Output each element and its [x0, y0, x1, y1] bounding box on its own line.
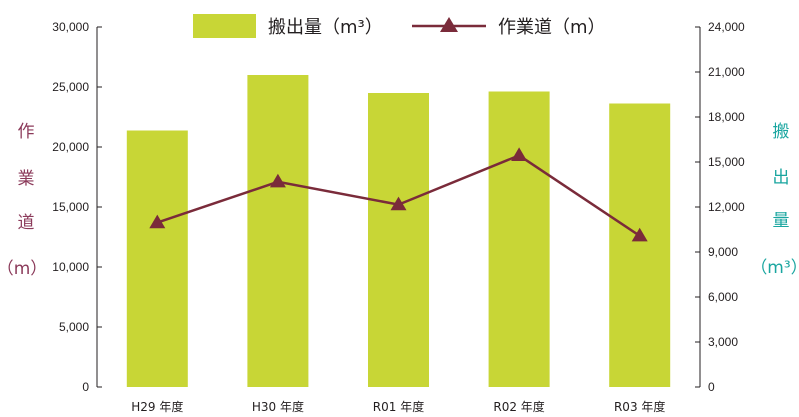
x-tick-label: R02 年度 — [493, 399, 544, 414]
legend-triangle-icon — [440, 17, 458, 32]
left-axis-label-char: 作 — [18, 122, 35, 142]
legend: 搬出量（m³） 作業道（m） — [193, 14, 606, 38]
x-tick-label: H30 年度 — [252, 399, 304, 414]
right-axis-label-char: 搬 — [773, 122, 790, 142]
right-tick-label: 24,000 — [708, 20, 745, 34]
right-tick-label: 3,000 — [708, 335, 738, 349]
bar — [247, 75, 309, 387]
left-axis-label-char: 道 — [18, 213, 35, 233]
right-axis-label-char: 出 — [773, 168, 790, 188]
right-tick-label: 18,000 — [708, 110, 745, 124]
line-marker-triangle — [269, 173, 286, 188]
right-axis-label-char: 量 — [773, 211, 790, 231]
legend-line-label: 作業道（m） — [498, 17, 606, 38]
right-tick-label: 15,000 — [708, 155, 745, 169]
line-marker-triangle — [631, 227, 648, 242]
bar — [488, 91, 550, 387]
left-tick-label: 20,000 — [52, 140, 89, 154]
line-marker-triangle — [149, 214, 166, 229]
left-axis-label-char: （m） — [0, 259, 47, 279]
right-tick-label: 6,000 — [708, 290, 738, 304]
left-tick-label: 15,000 — [52, 200, 89, 214]
x-tick-label: R03 年度 — [614, 399, 665, 414]
right-tick-label: 9,000 — [708, 245, 738, 259]
x-tick-label: H29 年度 — [131, 399, 183, 414]
left-tick-label: 30,000 — [52, 20, 89, 34]
line-marker-triangle — [390, 196, 407, 211]
left-tick-label: 0 — [82, 380, 89, 394]
bar-series — [126, 75, 671, 387]
line-series — [149, 147, 648, 242]
left-tick-label: 5,000 — [59, 320, 89, 334]
bar — [609, 103, 671, 387]
bar — [126, 130, 188, 387]
left-tick-label: 10,000 — [52, 260, 89, 274]
left-tick-label: 25,000 — [52, 80, 89, 94]
line-marker-triangle — [511, 147, 528, 161]
left-axis-label-char: 業 — [18, 169, 35, 189]
x-axis-labels: H29 年度 H30 年度 R01 年度 R02 年度 R03 年度 — [131, 399, 665, 414]
right-axis-label-char: （m³） — [750, 258, 799, 278]
x-tick-label: R01 年度 — [373, 399, 424, 414]
right-tick-label: 0 — [708, 380, 715, 394]
legend-bar-swatch — [193, 14, 256, 38]
axes: 0 5,000 10,000 15,000 20,000 25,000 30,000 0 3,0… — [0, 20, 799, 394]
right-tick-label: 12,000 — [708, 200, 745, 214]
legend-bar-label: 搬出量（m³） — [268, 17, 383, 38]
right-tick-label: 21,000 — [708, 65, 745, 79]
bar — [368, 93, 429, 387]
